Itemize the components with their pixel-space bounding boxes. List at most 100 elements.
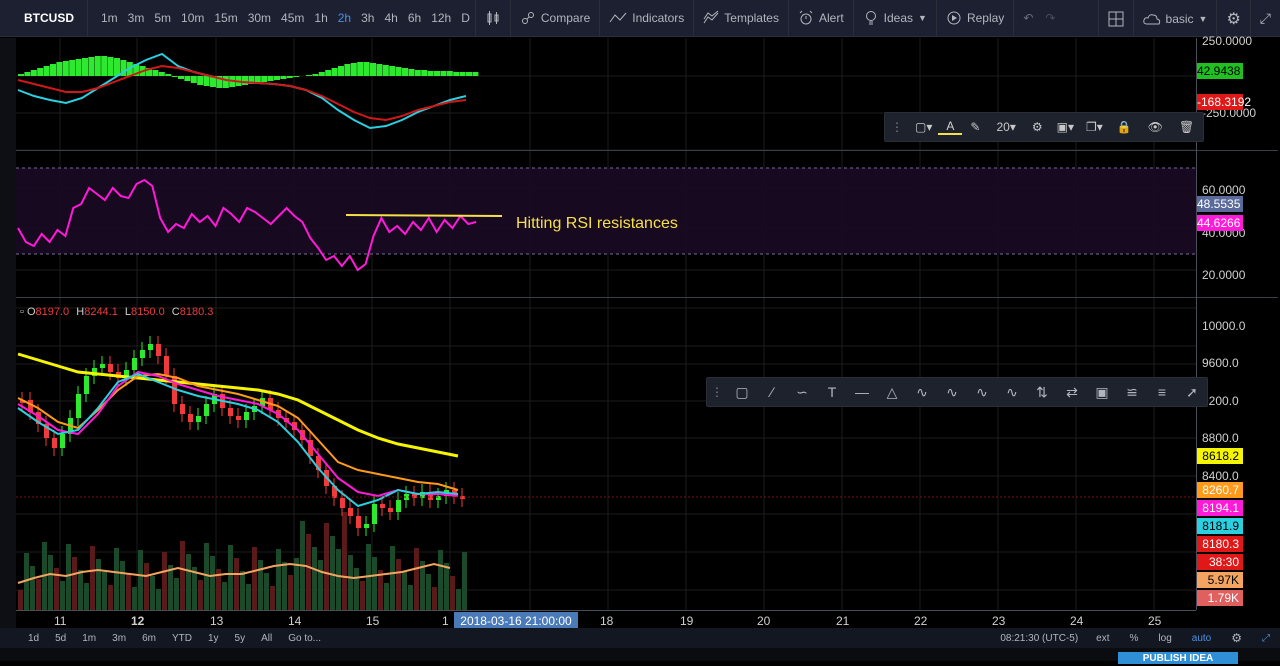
macd-histogram-bar <box>306 75 312 76</box>
gear-icon[interactable]: ⚙ <box>1231 631 1242 645</box>
volume-bar <box>384 583 389 610</box>
compare-button[interactable]: Compare <box>509 0 599 37</box>
volume-bar <box>408 585 413 610</box>
pane-separator[interactable] <box>16 297 1278 298</box>
indicators-button[interactable]: Indicators <box>599 0 693 37</box>
footer-strip <box>0 648 1280 661</box>
fullscreen-icon[interactable]: ⤢ <box>1262 632 1270 644</box>
fib-retracement-icon[interactable]: △ <box>886 383 898 400</box>
date-range-icon[interactable]: ⇄ <box>1066 383 1078 400</box>
macd-histogram-bar <box>472 72 479 76</box>
volume-bar <box>318 560 323 610</box>
undo-icon[interactable]: ↶ <box>1023 11 1034 25</box>
interval-3m[interactable]: 3m <box>127 11 145 25</box>
range-all[interactable]: All <box>261 632 273 644</box>
drag-handle-icon[interactable]: ⋮ <box>711 385 723 399</box>
price_labels-label: 8260.7 <box>1197 482 1243 498</box>
chart-type-button[interactable] <box>474 0 510 37</box>
gear-icon[interactable]: ⚙ <box>1031 120 1043 134</box>
xabcd-pattern-icon[interactable]: ∿ <box>1006 383 1018 400</box>
time-axis-border <box>16 610 1196 611</box>
volume-bars <box>17 512 467 610</box>
log-toggle[interactable]: log <box>1158 632 1172 644</box>
text-icon[interactable]: T <box>827 384 837 400</box>
rectangle-icon[interactable]: ▢ <box>735 383 749 400</box>
legend-settings-icon[interactable]: ▫ <box>20 306 24 318</box>
pane-separator[interactable] <box>16 150 1278 151</box>
auto-toggle[interactable]: auto <box>1191 632 1212 644</box>
range-5y[interactable]: 5y <box>234 632 246 644</box>
horizontal-line-icon[interactable]: — <box>855 384 869 400</box>
macd-histogram-bar <box>318 72 325 76</box>
pen-icon[interactable]: ✎ <box>970 120 981 134</box>
symbol-search[interactable]: BTCUSD <box>0 0 88 37</box>
layout-save-button[interactable]: basic ▼ <box>1132 0 1217 37</box>
replay-button[interactable]: Replay <box>935 0 1013 37</box>
interval-1h[interactable]: 1h <box>314 11 328 25</box>
volume-bar <box>330 536 335 610</box>
percent-toggle[interactable]: % <box>1129 632 1139 644</box>
range-ytd[interactable]: YTD <box>171 632 192 644</box>
range-5d[interactable]: 5d <box>55 632 67 644</box>
interval-45m[interactable]: 45m <box>281 11 305 25</box>
range-1m[interactable]: 1m <box>82 632 97 644</box>
ideas-button[interactable]: Ideas ▼ <box>852 0 936 37</box>
interval-D[interactable]: D <box>461 11 470 25</box>
price-range-icon[interactable]: ⇅ <box>1036 383 1048 400</box>
chart-canvas[interactable] <box>0 38 1280 648</box>
ohlc-high-label: H <box>76 306 85 318</box>
range-6m[interactable]: 6m <box>142 632 156 644</box>
fib-channel-icon[interactable]: ≡ <box>1157 384 1167 400</box>
trend-line-icon[interactable]: ∕ <box>770 384 774 400</box>
measure-icon[interactable]: ➚ <box>1186 383 1198 400</box>
interval-15m[interactable]: 15m <box>214 11 238 25</box>
range-3m[interactable]: 3m <box>112 632 127 644</box>
alert-label: Alert <box>818 11 844 25</box>
fib-fan-icon[interactable]: ≌ <box>1126 383 1138 400</box>
volume-bar <box>432 587 437 610</box>
fullscreen-button[interactable]: ⤢ <box>1249 0 1280 37</box>
interval-1m[interactable]: 1m <box>101 11 118 25</box>
interval-10m[interactable]: 10m <box>181 11 205 25</box>
alert-button[interactable]: Alert <box>787 0 853 37</box>
visual-order-icon[interactable]: ▣▾ <box>1056 120 1074 134</box>
text-color-icon[interactable]: A <box>938 119 963 135</box>
layout-grid-button[interactable] <box>1097 0 1133 37</box>
macd-histogram-bar <box>30 70 37 76</box>
interval-4h[interactable]: 4h <box>384 11 398 25</box>
volume-bar <box>132 587 137 610</box>
volume-bar <box>126 574 131 610</box>
pattern-icon[interactable]: ∿ <box>916 383 928 400</box>
brush-icon[interactable]: ∽ <box>796 383 808 400</box>
font-size-select[interactable]: 20▾ <box>996 120 1016 134</box>
elliott-wave-icon[interactable]: ∿ <box>976 383 988 400</box>
projection-icon[interactable]: ▣ <box>1095 383 1109 400</box>
interval-30m[interactable]: 30m <box>247 11 272 25</box>
interval-2h[interactable]: 2h <box>337 11 352 25</box>
eye-icon[interactable]: 👁 <box>1147 120 1163 134</box>
interval-12h[interactable]: 12h <box>431 11 452 25</box>
range-goto[interactable]: Go to... <box>288 632 322 644</box>
lock-icon[interactable]: 🔒 <box>1116 120 1132 134</box>
interval-6h[interactable]: 6h <box>407 11 422 25</box>
publish-idea-button[interactable]: PUBLISH IDEA <box>1118 652 1238 664</box>
ext-toggle[interactable]: ext <box>1096 632 1110 644</box>
candle-body <box>412 494 417 498</box>
interval-5m[interactable]: 5m <box>154 11 172 25</box>
clone-icon[interactable]: ❐▾ <box>1085 120 1103 134</box>
redo-icon[interactable]: ↷ <box>1045 11 1056 25</box>
volume-bar <box>288 575 293 610</box>
range-1y[interactable]: 1y <box>207 632 219 644</box>
range-1d[interactable]: 1d <box>28 632 40 644</box>
interval-3h[interactable]: 3h <box>361 11 375 25</box>
drag-handle-icon[interactable]: ⋮ <box>891 120 903 134</box>
trash-icon[interactable]: 🗑 <box>1178 120 1195 134</box>
clock-time[interactable]: 08:21:30 (UTC-5) <box>1000 632 1079 644</box>
abcd-pattern-icon[interactable]: ∿ <box>946 383 958 400</box>
settings-button[interactable]: ⚙ <box>1216 0 1249 37</box>
templates-button[interactable]: Templates <box>693 0 788 37</box>
text-shape-icon[interactable]: ▢▾ <box>915 120 933 134</box>
chevron-down-icon: ▼ <box>1198 13 1208 24</box>
drawing-tools-strip[interactable] <box>0 38 16 648</box>
rsi-annotation-text[interactable]: Hitting RSI resistances <box>516 215 678 232</box>
